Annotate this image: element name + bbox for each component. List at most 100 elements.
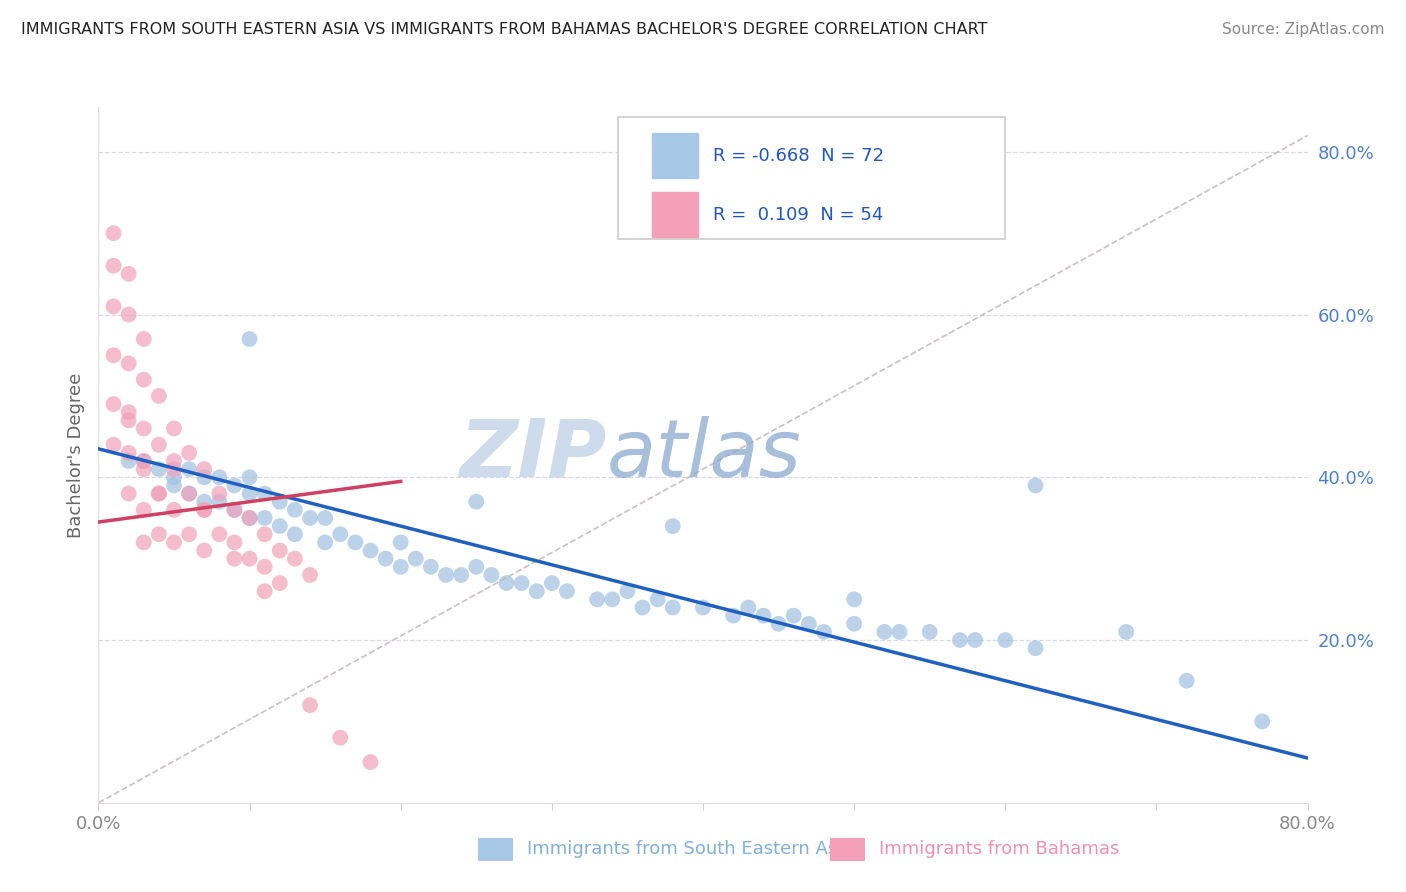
Point xyxy=(163,454,186,468)
Point xyxy=(269,494,291,508)
Point xyxy=(103,397,125,411)
Point xyxy=(179,527,201,541)
Y-axis label: Bachelor's Degree: Bachelor's Degree xyxy=(66,372,84,538)
Point xyxy=(873,624,896,639)
FancyBboxPatch shape xyxy=(619,118,1005,239)
Point xyxy=(103,259,125,273)
Point xyxy=(299,568,322,582)
Point xyxy=(148,438,170,452)
Point xyxy=(103,438,125,452)
Point xyxy=(949,633,972,648)
Point xyxy=(163,462,186,476)
Point xyxy=(314,535,336,549)
Point xyxy=(284,551,307,566)
Point xyxy=(239,511,262,525)
Point xyxy=(208,494,231,508)
Point xyxy=(103,348,125,362)
Point xyxy=(239,332,262,346)
Point xyxy=(631,600,654,615)
Point xyxy=(163,470,186,484)
Point xyxy=(224,503,246,517)
Point xyxy=(253,511,276,525)
Point xyxy=(132,454,155,468)
Point xyxy=(374,551,396,566)
Point xyxy=(269,519,291,533)
Point xyxy=(389,559,412,574)
Point xyxy=(481,568,503,582)
Bar xyxy=(478,838,513,861)
Text: Source: ZipAtlas.com: Source: ZipAtlas.com xyxy=(1222,22,1385,37)
Point xyxy=(163,535,186,549)
Point xyxy=(844,616,866,631)
Point xyxy=(148,389,170,403)
Point xyxy=(269,543,291,558)
Point xyxy=(420,559,443,574)
Point xyxy=(118,413,141,427)
Point xyxy=(239,486,262,500)
Point xyxy=(239,470,262,484)
Point xyxy=(540,576,562,591)
Point xyxy=(193,494,215,508)
Bar xyxy=(652,133,699,178)
Point xyxy=(163,503,186,517)
Point xyxy=(132,373,155,387)
Point xyxy=(132,462,155,476)
Point xyxy=(284,503,307,517)
Point xyxy=(768,616,790,631)
Point xyxy=(495,576,517,591)
Point xyxy=(526,584,548,599)
Point xyxy=(179,462,201,476)
Point xyxy=(224,478,246,492)
Point xyxy=(329,527,352,541)
Point xyxy=(179,486,201,500)
Point xyxy=(752,608,775,623)
Point xyxy=(586,592,609,607)
Point xyxy=(132,454,155,468)
Point xyxy=(405,551,427,566)
Point xyxy=(329,731,352,745)
Point xyxy=(510,576,533,591)
Point xyxy=(163,478,186,492)
Point xyxy=(193,470,215,484)
Point xyxy=(723,608,745,623)
Point xyxy=(253,559,276,574)
Point xyxy=(450,568,472,582)
Point xyxy=(269,576,291,591)
Point xyxy=(148,527,170,541)
Point xyxy=(692,600,714,615)
Point xyxy=(103,226,125,240)
Point xyxy=(132,332,155,346)
Point xyxy=(1024,478,1046,492)
Point xyxy=(208,486,231,500)
Point xyxy=(1024,641,1046,656)
Point xyxy=(360,543,382,558)
Text: IMMIGRANTS FROM SOUTH EASTERN ASIA VS IMMIGRANTS FROM BAHAMAS BACHELOR'S DEGREE : IMMIGRANTS FROM SOUTH EASTERN ASIA VS IM… xyxy=(21,22,987,37)
Point xyxy=(208,527,231,541)
Point xyxy=(1251,714,1274,729)
Point xyxy=(132,535,155,549)
Point xyxy=(193,462,215,476)
Point xyxy=(602,592,624,607)
Point xyxy=(360,755,382,769)
Point xyxy=(737,600,759,615)
Point xyxy=(163,421,186,435)
Point xyxy=(344,535,367,549)
Point xyxy=(132,421,155,435)
Point xyxy=(118,454,141,468)
Point xyxy=(616,584,638,599)
Point xyxy=(1175,673,1198,688)
Point xyxy=(103,300,125,314)
Point xyxy=(239,511,262,525)
Point xyxy=(253,527,276,541)
Point xyxy=(224,551,246,566)
Point xyxy=(118,446,141,460)
Point xyxy=(555,584,578,599)
Point xyxy=(224,503,246,517)
Point xyxy=(118,405,141,419)
Point xyxy=(647,592,669,607)
Point xyxy=(813,624,835,639)
Point xyxy=(179,446,201,460)
Point xyxy=(193,503,215,517)
Point xyxy=(148,462,170,476)
Bar xyxy=(830,838,865,861)
